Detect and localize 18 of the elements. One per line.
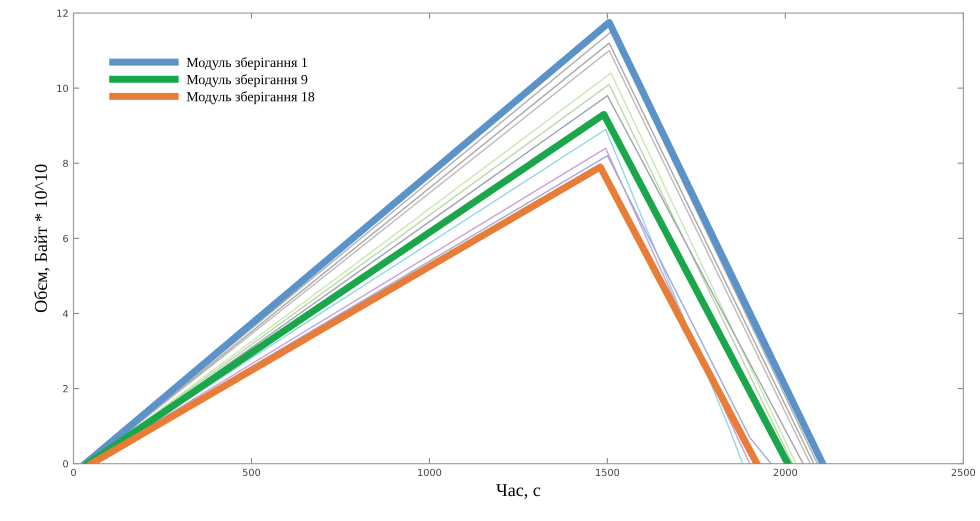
legend-label: Модуль зберігання 1 [186, 57, 308, 70]
y-tick-label: 6 [63, 234, 68, 242]
legend-label: Модуль зберігання 18 [186, 91, 314, 104]
x-axis-title: Час, с [496, 484, 540, 499]
y-tick-label: 8 [63, 160, 68, 168]
y-tick-label: 4 [62, 310, 68, 318]
y-tick-label: 0 [63, 460, 68, 468]
x-tick-label: 2000 [774, 468, 798, 476]
x-tick-label: 1000 [418, 468, 442, 476]
x-tick-label: 500 [242, 468, 260, 476]
x-tick-label: 2500 [952, 468, 976, 476]
x-tick-label: 0 [71, 468, 76, 476]
y-tick-label: 2 [63, 385, 68, 392]
y-tick-label: 10 [57, 84, 68, 92]
y-tick-label: 12 [57, 10, 68, 17]
y-axis-title: Обєм, Байт * 10^10 [34, 164, 50, 312]
legend-label: Модуль зберігання 9 [186, 74, 308, 88]
x-tick-label: 1500 [596, 468, 620, 476]
